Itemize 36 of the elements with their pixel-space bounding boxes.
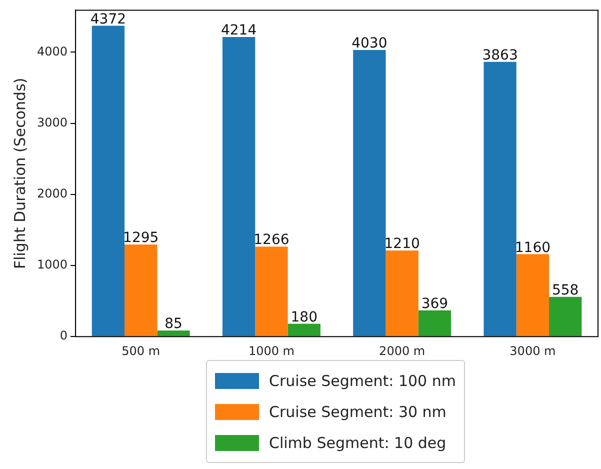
bar	[418, 310, 452, 336]
data-label: 85	[164, 316, 182, 332]
data-label: 1266	[254, 232, 290, 248]
legend-label: Climb Segment: 10 deg	[269, 434, 446, 452]
data-label: 3863	[482, 48, 518, 64]
data-label: 558	[552, 282, 579, 299]
x-tick-label: 1000 m	[248, 344, 294, 358]
bar	[549, 296, 582, 336]
x-tick-label: 3000 m	[510, 344, 556, 358]
data-label: 1295	[123, 230, 159, 246]
data-label: 4372	[90, 11, 126, 28]
x-tick-label: 2000 m	[379, 344, 426, 358]
bar	[92, 26, 125, 336]
data-label: 4214	[220, 22, 257, 39]
y-tick-label: 1000	[36, 258, 68, 272]
bar	[386, 250, 418, 336]
data-label: 369	[421, 296, 448, 312]
bar	[353, 50, 386, 336]
data-label: 4030	[352, 36, 388, 52]
data-label: 1210	[384, 236, 420, 252]
y-tick-label: 3000	[36, 115, 68, 130]
y-tick-label: 4000	[36, 44, 68, 58]
y-tick-label: 2000	[36, 186, 68, 201]
bar	[288, 324, 320, 336]
bar	[157, 330, 190, 336]
legend-label: Cruise Segment: 30 nm	[269, 402, 446, 420]
x-tick-label: 500 m	[122, 344, 160, 358]
bar	[222, 36, 256, 336]
y-tick-label: 0	[60, 328, 68, 343]
bar	[516, 254, 550, 336]
bar	[124, 244, 158, 336]
bar	[484, 62, 516, 336]
data-label: 180	[290, 309, 318, 326]
bar	[255, 246, 288, 336]
y-axis-title: Flight Duration (Seconds)	[10, 78, 29, 270]
legend-label: Cruise Segment: 100 nm	[269, 372, 456, 390]
